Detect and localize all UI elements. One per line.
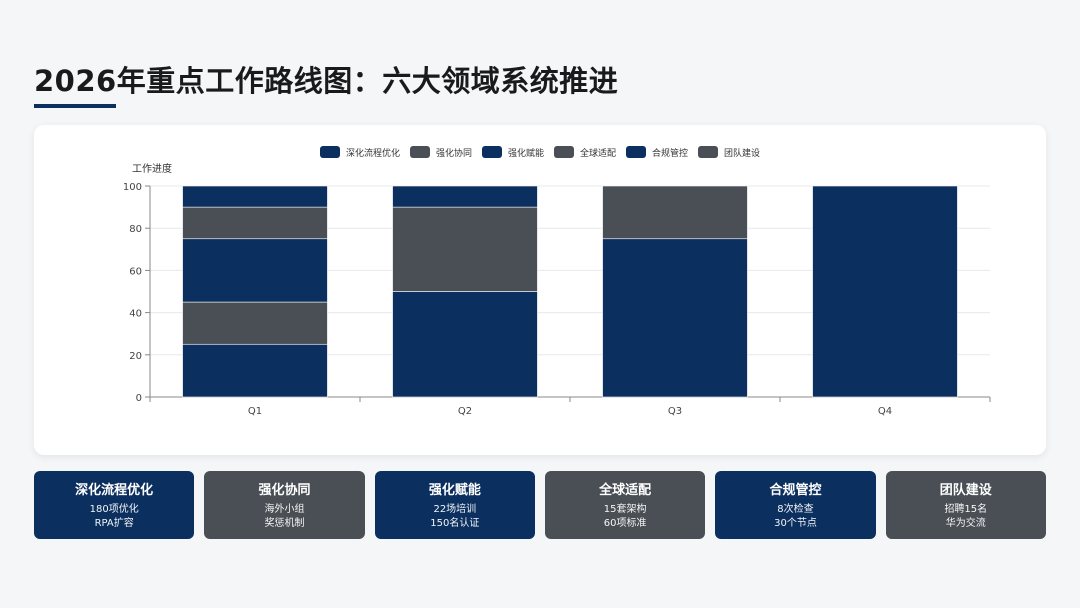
summary-card-line: 招聘15名: [944, 504, 988, 515]
legend-label: 强化协同: [436, 147, 472, 159]
summary-card-line: 150名认证: [430, 518, 480, 529]
y-tick-label: 80: [129, 224, 142, 235]
x-tick-label: Q3: [668, 406, 682, 417]
chart-card: 0 20 40 60 80 100 工作进度 Q1 Q2 Q3 Q4 深化流程优化 强化协同 强化赋能 全球…: [34, 125, 1046, 455]
legend-label: 深化流程优化: [346, 147, 400, 159]
y-tick-label: 100: [123, 182, 142, 193]
y-tick-label: 40: [129, 309, 142, 320]
y-tick-label: 0: [136, 393, 142, 404]
summary-card: 合规管控 8次检查 30个节点: [715, 471, 876, 539]
summary-card-title: 强化协同: [258, 483, 311, 498]
summary-card: 全球适配 15套架构 60项标准: [544, 471, 706, 539]
summary-card: 团队建设招聘15名华为交流: [885, 471, 1046, 539]
legend-label: 全球适配: [580, 147, 616, 159]
y-tick-label: 60: [129, 266, 142, 277]
summary-card-line: 180项优化: [89, 504, 139, 515]
summary-card-line: 海外小组: [264, 504, 305, 515]
bar-segment: [812, 185, 958, 398]
bar-segment: [182, 185, 328, 208]
legend-swatch: [410, 146, 430, 158]
legend-label: 合规管控: [652, 147, 688, 159]
title-underline: [34, 104, 116, 108]
summary-card-title: 团队建设: [939, 483, 992, 498]
bar-segment: [182, 343, 328, 398]
legend-swatch: [554, 146, 574, 158]
summary-card-line: 奖惩机制: [264, 518, 305, 529]
legend-label: 团队建设: [724, 147, 760, 159]
summary-card-line: 30个节点: [774, 518, 817, 529]
summary-card: 深化流程优化 180项优化 RPA扩容: [34, 471, 195, 539]
bar-segment: [602, 238, 748, 398]
legend-label: 强化赋能: [508, 147, 544, 159]
y-axis-label: 工作进度: [132, 162, 172, 175]
bar-segment: [392, 185, 538, 208]
legend-swatch: [626, 146, 646, 158]
summary-cards: 深化流程优化 180项优化 RPA扩容 强化协同海外小组奖惩机制 强化赋能 22场培训 15…: [34, 471, 1046, 539]
x-tick-label: Q4: [878, 406, 892, 417]
bar-segment: [182, 238, 328, 303]
summary-card-line: 60项标准: [603, 518, 647, 529]
summary-card-line: 华为交流: [945, 518, 986, 529]
legend-swatch: [698, 146, 718, 158]
summary-card: 强化赋能 22场培训 150名认证: [374, 471, 535, 539]
bar-segment: [182, 206, 328, 240]
legend-swatch: [320, 146, 340, 158]
bar-segment: [392, 291, 538, 398]
page-title: 2026年重点工作路线图：六大领域系统推进: [34, 64, 619, 98]
summary-card-title: 深化流程优化: [75, 483, 154, 498]
summary-card-line: RPA扩容: [94, 518, 134, 529]
summary-card-line: 15套架构: [603, 504, 647, 515]
x-tick-label: Q2: [458, 406, 472, 417]
summary-card-title: 强化赋能: [428, 483, 481, 498]
bar-segment: [182, 301, 328, 345]
y-tick-label: 20: [129, 351, 142, 362]
summary-card-line: 22场培训: [433, 504, 477, 515]
stacked-bar-chart: 0 20 40 60 80 100 工作进度 Q1 Q2 Q3 Q4 深化流程优化 强化协同 强化赋能 全球…: [123, 146, 991, 417]
x-tick-label: Q1: [248, 406, 262, 417]
summary-card-title: 全球适配: [599, 483, 652, 498]
summary-card-line: 8次检查: [777, 504, 814, 515]
bar-segment: [392, 206, 538, 292]
summary-card: 强化协同海外小组奖惩机制: [204, 471, 365, 539]
summary-card-title: 合规管控: [769, 483, 822, 498]
legend-swatch: [482, 146, 502, 158]
bar-segment: [602, 185, 748, 240]
